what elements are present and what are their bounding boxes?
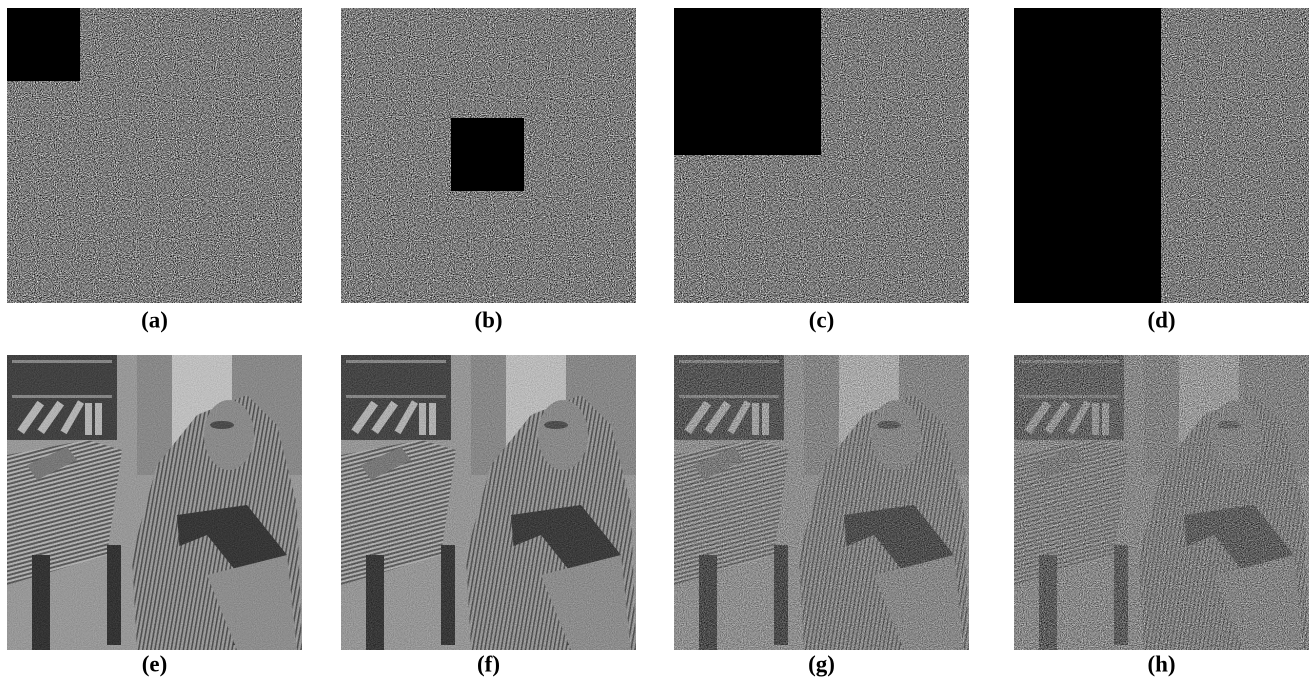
noise-overlay [7,355,302,650]
noise-overlay [1014,355,1309,650]
panel-label: (f) [477,651,500,676]
panel [7,8,302,303]
occlusion-block [1014,8,1161,303]
panel-label: (g) [808,651,835,676]
panel-label: (e) [142,651,168,676]
occlusion-block [451,118,524,191]
page: (a)(b)(c)(d)(e)(f)(g)(h) (() => { const … [0,0,1310,686]
panel-label: (h) [1147,651,1175,676]
panel [7,355,302,650]
noise-overlay [341,355,636,650]
panel [341,8,636,303]
panel-label: (c) [809,307,835,332]
panel [341,355,636,650]
occlusion-block [7,8,80,81]
figure: (a) (b) (c) (d) (e) (f) (g) (h) [0,0,1310,686]
noise-overlay [674,355,969,650]
panel-label: (a) [141,307,168,332]
panel [1014,355,1309,650]
panel-label: (d) [1147,307,1175,332]
occlusion-block [674,8,821,155]
panel-label: (b) [474,307,502,332]
panel [1014,8,1309,303]
panel [674,8,969,303]
panel [674,355,969,650]
